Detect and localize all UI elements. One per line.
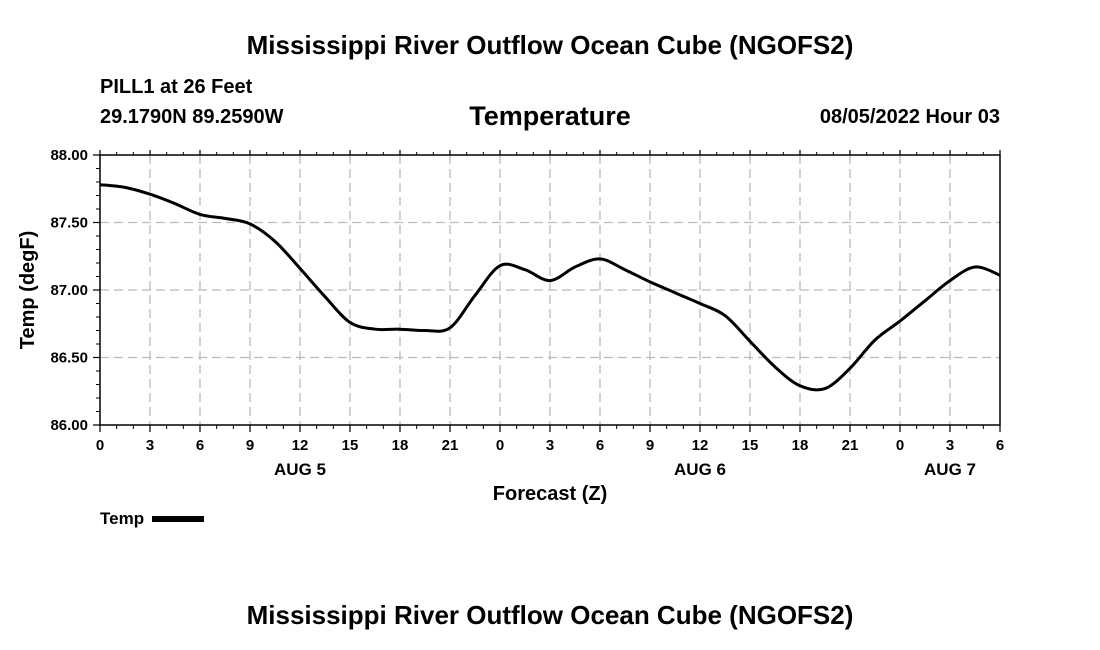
x-tick-label: 3 bbox=[946, 437, 954, 454]
forecast-datetime: 08/05/2022 Hour 03 bbox=[819, 106, 1000, 128]
x-tick-label: 18 bbox=[792, 437, 809, 454]
x-tick-label: 6 bbox=[196, 437, 204, 454]
x-tick-label: 12 bbox=[692, 437, 709, 454]
y-tick-label: 86.50 bbox=[50, 350, 88, 367]
x-tick-label: 18 bbox=[392, 437, 409, 454]
grid-lines bbox=[100, 155, 1000, 425]
y-tick-label: 86.00 bbox=[50, 417, 88, 434]
x-tick-label: 6 bbox=[596, 437, 604, 454]
day-label: AUG 7 bbox=[924, 460, 976, 479]
x-tick-label: 21 bbox=[442, 437, 459, 454]
series-line-temp bbox=[99, 183, 1001, 392]
x-tick-label: 0 bbox=[496, 437, 504, 454]
station-coordinates: 29.1790N 89.2590W bbox=[100, 106, 284, 128]
x-tick-label: 21 bbox=[842, 437, 859, 454]
legend-label: Temp bbox=[100, 509, 145, 528]
main-title: Mississippi River Outflow Ocean Cube (NG… bbox=[246, 30, 854, 60]
x-tick-label: 3 bbox=[546, 437, 554, 454]
y-tick-label: 87.00 bbox=[50, 282, 88, 299]
legend: Temp bbox=[100, 509, 205, 529]
x-axis-title: Forecast (Z) bbox=[493, 483, 607, 505]
x-tick-label: 0 bbox=[896, 437, 904, 454]
day-label: AUG 6 bbox=[674, 460, 726, 479]
chart-title: Temperature bbox=[469, 101, 631, 131]
day-label: AUG 5 bbox=[274, 460, 326, 479]
x-tick-label: 6 bbox=[996, 437, 1004, 454]
x-tick-label: 15 bbox=[742, 437, 759, 454]
y-axis-title: Temp (degF) bbox=[17, 231, 39, 350]
x-tick-label: 0 bbox=[96, 437, 104, 454]
legend-line-swatch bbox=[152, 516, 205, 522]
axis-labels: 86.00 86.50 87.00 87.50 88.00 0 3 6 9 12 15 18 21 0 3 6… bbox=[50, 147, 1004, 479]
y-tick-label: 88.00 bbox=[50, 147, 88, 164]
x-tick-label: 9 bbox=[646, 437, 654, 454]
x-tick-label: 3 bbox=[146, 437, 154, 454]
x-tick-label: 9 bbox=[246, 437, 254, 454]
axis-ticks bbox=[93, 150, 1001, 432]
y-tick-label: 87.50 bbox=[50, 215, 88, 232]
series-layer bbox=[99, 183, 1001, 392]
footer-title: Mississippi River Outflow Ocean Cube (NG… bbox=[246, 600, 854, 630]
x-tick-label: 12 bbox=[292, 437, 309, 454]
station-label: PILL1 at 26 Feet bbox=[100, 76, 253, 98]
x-tick-label: 15 bbox=[342, 437, 359, 454]
plot-frame bbox=[99, 154, 1001, 426]
